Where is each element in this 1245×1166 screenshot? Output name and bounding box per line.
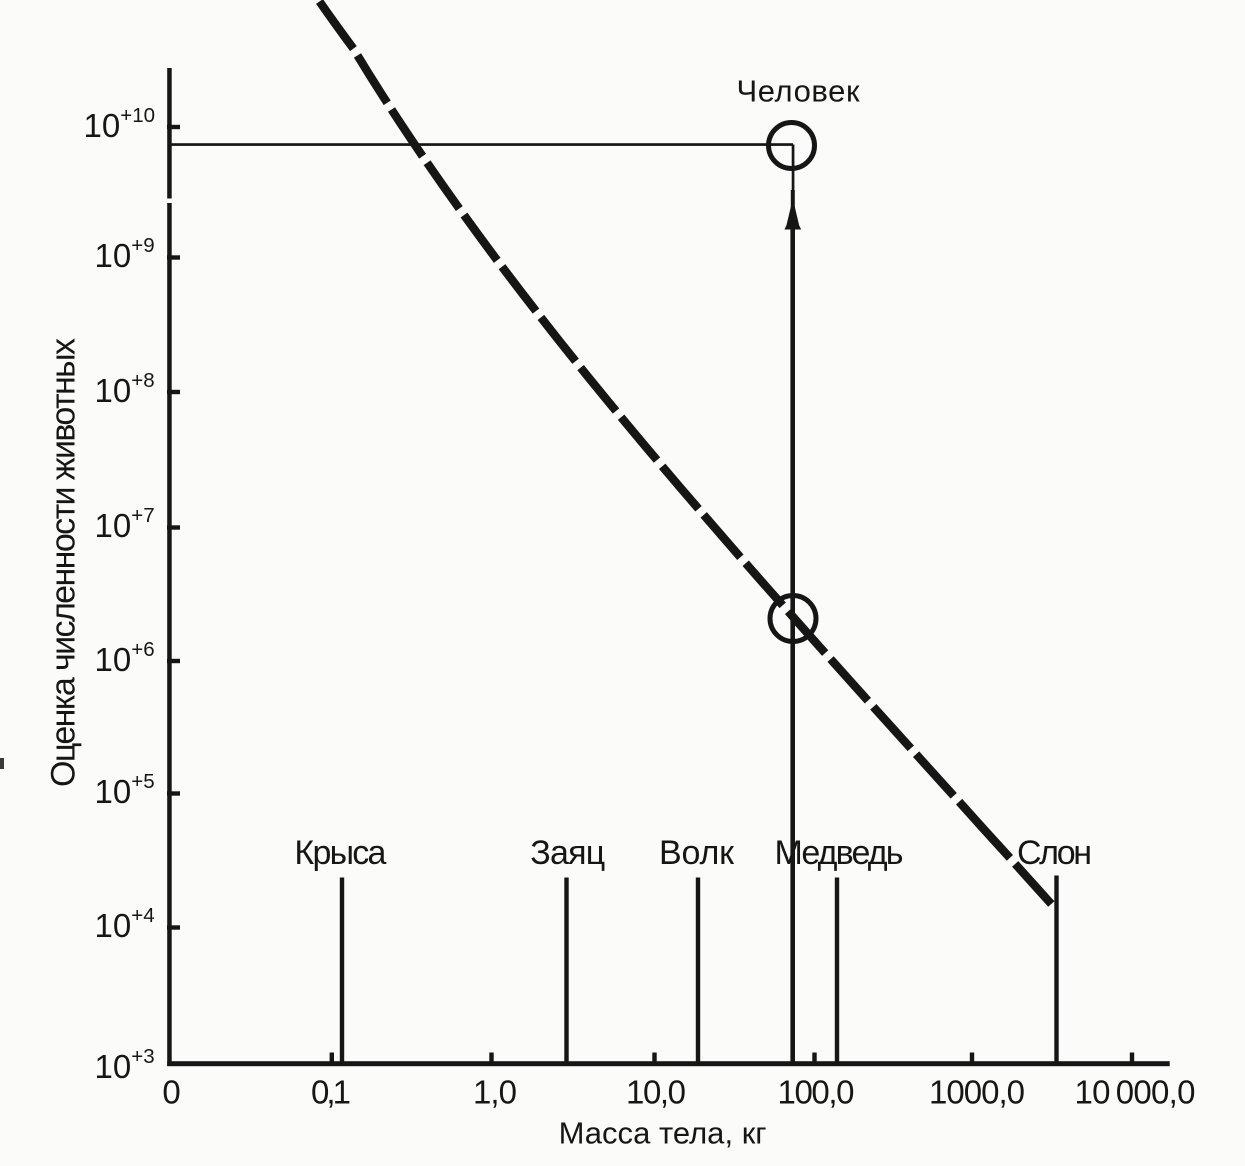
svg-text:100,0: 100,0	[778, 1074, 855, 1111]
svg-text:10,0: 10,0	[626, 1074, 686, 1111]
svg-text:1,0: 1,0	[473, 1074, 517, 1111]
svg-text:Масса тела, кг: Масса тела, кг	[559, 1116, 767, 1151]
svg-text:0: 0	[162, 1074, 180, 1111]
svg-text:Медведь: Медведь	[775, 834, 904, 872]
svg-text:Заяц: Заяц	[530, 834, 605, 872]
svg-text:10 000,0: 10 000,0	[1075, 1074, 1196, 1111]
svg-text:Волк: Волк	[659, 834, 735, 872]
svg-text:Крыса: Крыса	[294, 834, 386, 872]
svg-text:Человек: Человек	[737, 74, 860, 109]
svg-text:Оценка численности животных: Оценка численности животных	[45, 338, 83, 787]
svg-text:Слон: Слон	[1017, 834, 1092, 872]
svg-text:0,1: 0,1	[311, 1074, 351, 1111]
svg-text:1000,0: 1000,0	[929, 1074, 1025, 1111]
